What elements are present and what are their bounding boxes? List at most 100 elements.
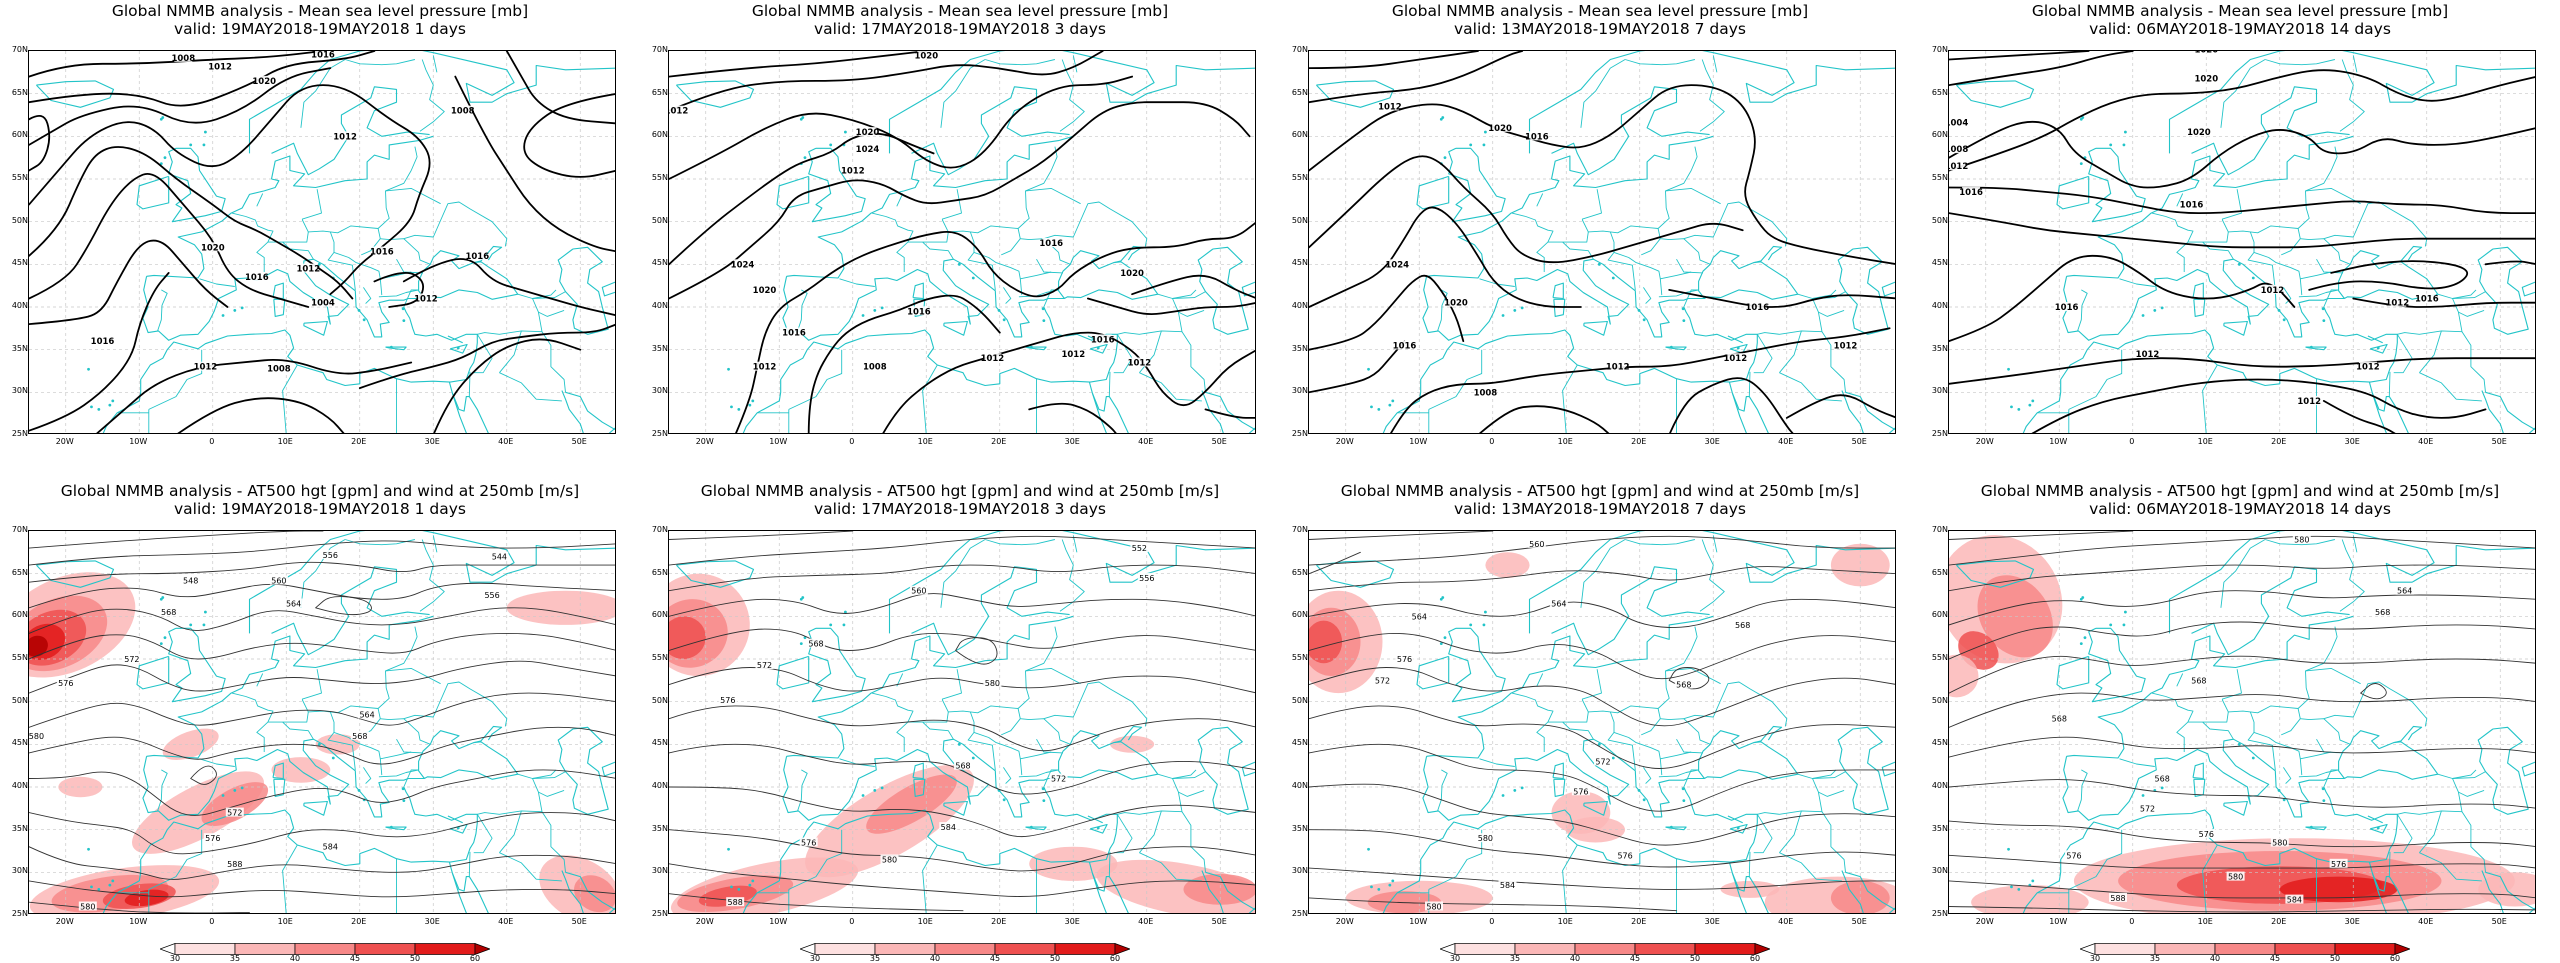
- latitude-tick-label: 60N: [1931, 610, 1948, 620]
- map-area: 560 564 568 576 572 564 568 572 576 580 576 584 580: [1308, 530, 1896, 914]
- contour-label: 1012: [1723, 354, 1747, 364]
- contour-label: 576: [58, 679, 73, 688]
- latitude-tick-label: 70N: [11, 525, 28, 534]
- latitude-tick-label: 25N: [651, 429, 668, 438]
- longitude-tick-label: 20W: [1975, 917, 1994, 926]
- colorbar-tick-label: 60: [1749, 954, 1761, 963]
- contour-label: 1016: [1525, 132, 1549, 142]
- contour-label: 1012: [414, 295, 438, 305]
- longitude-tick-label: 0: [2129, 917, 2135, 926]
- latitude-tick-label: 70N: [1931, 45, 1948, 54]
- longitude-tick-label: 20E: [351, 917, 367, 926]
- colorbar-tick-label: 45: [1629, 954, 1641, 963]
- longitude-tick-label: 0: [209, 437, 215, 446]
- map-area: 1012 1020 1020 1024 1024 1020 1012 1016 1016 1012…: [668, 50, 1256, 434]
- latitude-tick-label: 40N: [651, 781, 668, 790]
- longitude-tick-label: 20E: [351, 437, 367, 446]
- panel-valid-period: valid: 06MAY2018-19MAY2018 14 days: [2089, 500, 2391, 518]
- latitude-tick-label: 40N: [1931, 301, 1948, 310]
- contour-label: 1012: [2136, 350, 2160, 360]
- map-panel-z500-7: Global NMMB analysis - AT500 hgt [gpm] a…: [1280, 480, 1920, 963]
- panel-valid-period: valid: 13MAY2018-19MAY2018 7 days: [1454, 500, 1746, 518]
- jet-wind-shading: [1309, 620, 1343, 664]
- latitude-tick-label: 35N: [1931, 823, 1948, 833]
- latitude-tick-label: 25N: [651, 909, 668, 918]
- panel-title: Global NMMB analysis - Mean sea level pr…: [111, 2, 529, 20]
- jet-wind-shading: [866, 774, 957, 834]
- longitude-tick-label: 50E: [571, 917, 587, 926]
- contour-label: 1004: [1949, 119, 1968, 129]
- latitude-tick-label: 30N: [1291, 386, 1308, 396]
- longitude-tick-label: 50E: [571, 437, 587, 446]
- contour-label: 568: [2052, 715, 2067, 724]
- longitude-tick-label: 50E: [2491, 437, 2507, 446]
- contour-label: 1020: [856, 128, 880, 138]
- colorbar-tick-label: 40: [1569, 954, 1581, 963]
- latitude-tick-label: 65N: [1931, 567, 1948, 577]
- contour-label: 1016: [370, 248, 394, 258]
- contour-label: 576: [1617, 851, 1632, 860]
- contour-label: 584: [941, 823, 956, 832]
- latitude-tick-label: 60N: [11, 610, 28, 620]
- longitude-tick-label: 20E: [2271, 917, 2287, 926]
- colorbar-tick-label: 35: [229, 954, 241, 963]
- longitude-tick-label: 10W: [2049, 917, 2068, 926]
- longitude-tick-label: 10E: [277, 917, 293, 926]
- map-area: 580 564 568 568 568 568 576 580 576 580 584 588 572 5…: [1948, 530, 2536, 914]
- longitude-tick-label: 20W: [55, 917, 74, 926]
- contour-label: 580: [1426, 903, 1441, 912]
- longitude-tick-label: 10E: [1557, 917, 1573, 926]
- contour-label: 1020: [914, 51, 938, 61]
- contour-label: 1012: [669, 107, 688, 117]
- jet-wind-shading: [1183, 874, 1255, 905]
- longitude-tick-label: 10W: [129, 917, 148, 926]
- colorbar-tick-label: 40: [289, 954, 301, 963]
- longitude-tick-label: 10E: [2197, 437, 2213, 446]
- contour-label: 588: [2110, 894, 2125, 903]
- map-panel-z500-1: Global NMMB analysis - AT500 hgt [gpm] a…: [0, 480, 640, 963]
- contour-label: 1016: [907, 307, 931, 317]
- map-canvas: 580 564 568 568 568 568 576 580 576 580 584 588 572 5…: [1949, 531, 2535, 913]
- jet-wind-shading: [29, 635, 48, 657]
- longitude-tick-label: 40E: [1778, 917, 1794, 926]
- longitude-tick-label: 20W: [695, 917, 714, 926]
- contour-label: 584: [1500, 881, 1515, 890]
- contour-label: 560: [271, 577, 286, 586]
- contour-label: 580: [985, 679, 1000, 688]
- longitude-tick-label: 0: [1489, 917, 1495, 926]
- contour-label: 1012: [1834, 341, 1858, 351]
- colorbar-tick-label: 50: [1689, 954, 1701, 963]
- contour-label: 1020: [1120, 269, 1144, 279]
- jet-wind-shading: [201, 782, 269, 827]
- colorbar-tick-label: 30: [169, 954, 181, 963]
- contour-label: 1012: [1949, 162, 1968, 172]
- map-canvas: 1012 1020 1020 1024 1024 1020 1012 1016 1016 1012…: [669, 51, 1255, 433]
- latitude-tick-label: 50N: [1931, 695, 1948, 705]
- contour-label: 1012: [2356, 363, 2380, 373]
- panel-title: Global NMMB analysis - AT500 hgt [gpm] a…: [1980, 482, 2500, 500]
- contour-label: 572: [1595, 757, 1610, 766]
- latitude-tick-label: 65N: [651, 567, 668, 577]
- latitude-tick-label: 25N: [11, 909, 28, 918]
- contour-label: 564: [1412, 612, 1427, 621]
- longitude-tick-label: 10W: [129, 437, 148, 446]
- latitude-tick-label: 30N: [11, 866, 28, 876]
- latitude-tick-label: 30N: [1931, 386, 1948, 396]
- panel-valid-period: valid: 13MAY2018-19MAY2018 7 days: [1454, 20, 1746, 38]
- wind-speed-colorbar: [2080, 943, 2410, 955]
- latitude-tick-label: 40N: [11, 301, 28, 310]
- latitude-tick-label: 25N: [1291, 429, 1308, 438]
- latitude-tick-label: 30N: [11, 386, 28, 396]
- contour-label: 580: [80, 903, 95, 912]
- contour-label: 1012: [296, 265, 320, 275]
- longitude-tick-label: 50E: [1211, 917, 1227, 926]
- latitude-tick-label: 60N: [651, 610, 668, 620]
- contour-label: 572: [1051, 775, 1066, 784]
- graticule: [669, 51, 1255, 433]
- longitude-tick-label: 30E: [424, 917, 440, 926]
- contour-label: 544: [492, 553, 507, 562]
- contour-label: 1020: [1444, 299, 1468, 309]
- contour-label: 1020: [252, 77, 276, 87]
- contour-label: 1016: [245, 273, 269, 283]
- height-contours: [669, 531, 1255, 912]
